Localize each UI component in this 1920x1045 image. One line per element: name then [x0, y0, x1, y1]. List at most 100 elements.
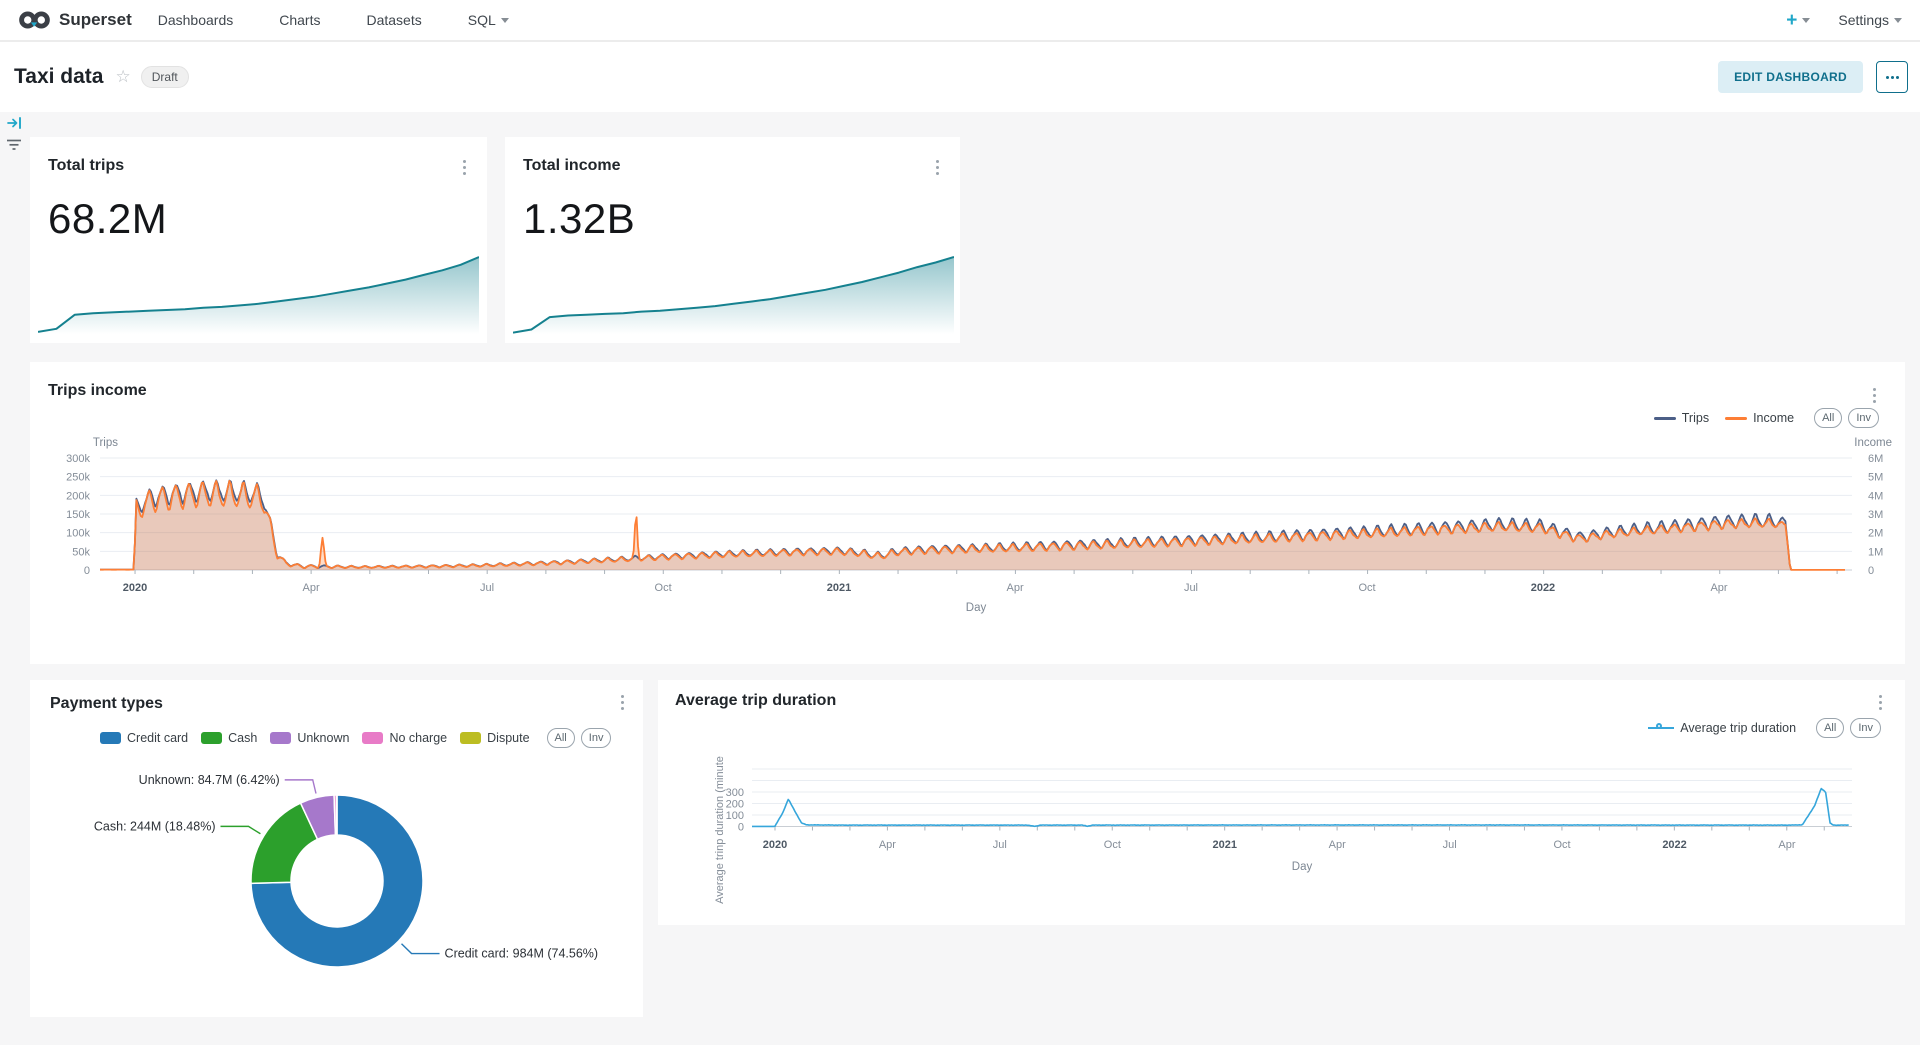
- legend-item-trips[interactable]: Trips: [1653, 411, 1709, 425]
- svg-text:Cash: 244M (18.48%): Cash: 244M (18.48%): [94, 819, 216, 833]
- brand-name: Superset: [59, 10, 132, 29]
- svg-text:2022: 2022: [1531, 582, 1555, 594]
- svg-text:2M: 2M: [1868, 528, 1883, 540]
- svg-text:150k: 150k: [66, 509, 90, 521]
- plus-icon: +: [1786, 9, 1798, 31]
- total-income-sparkline: [512, 249, 955, 346]
- nav-datasets[interactable]: Datasets: [366, 12, 422, 28]
- settings-menu[interactable]: Settings: [1838, 12, 1902, 28]
- chart-title: Total income: [523, 157, 621, 174]
- svg-text:Income: Income: [1854, 437, 1892, 449]
- legend-inv-button[interactable]: Inv: [1850, 718, 1881, 738]
- dispute-swatch: [460, 732, 482, 744]
- chart-menu-kebab-icon[interactable]: [1871, 386, 1878, 405]
- filter-icon[interactable]: [6, 138, 22, 152]
- page-title: Taxi data: [14, 65, 104, 88]
- card-total-income: Total income 1.32B: [505, 137, 960, 343]
- svg-text:Apr: Apr: [879, 839, 896, 851]
- svg-text:Jul: Jul: [480, 582, 494, 594]
- svg-text:0: 0: [84, 565, 90, 577]
- legend-inv-button[interactable]: Inv: [580, 728, 612, 748]
- avg-duration-swatch: [1648, 723, 1675, 729]
- chart-title: Trips income: [48, 382, 147, 399]
- nav-dashboards[interactable]: Dashboards: [157, 12, 234, 28]
- svg-text:100k: 100k: [66, 528, 90, 540]
- legend-item-credit-card[interactable]: Credit card: [100, 731, 188, 745]
- svg-text:2020: 2020: [123, 582, 147, 594]
- svg-text:250k: 250k: [66, 472, 90, 484]
- payment-legend: Credit card Cash Unknown No charge Dispu…: [100, 728, 612, 748]
- avg-duration-legend: Average trip duration All Inv: [1648, 718, 1881, 738]
- legend-item-income[interactable]: Income: [1725, 411, 1794, 425]
- svg-text:Jul: Jul: [993, 839, 1007, 851]
- edit-dashboard-button[interactable]: EDIT DASHBOARD: [1718, 61, 1863, 93]
- favorite-star-icon[interactable]: ☆: [115, 67, 131, 86]
- nav-items: Dashboards Charts Datasets SQL: [158, 12, 509, 28]
- nav-sql[interactable]: SQL: [468, 12, 509, 28]
- legend-item-dispute[interactable]: Dispute: [460, 731, 530, 745]
- legend-item-unknown[interactable]: Unknown: [270, 731, 349, 745]
- chart-menu-kebab-icon[interactable]: [934, 158, 941, 177]
- legend-item-cash[interactable]: Cash: [201, 731, 257, 745]
- svg-text:4M: 4M: [1868, 490, 1883, 502]
- unknown-swatch: [270, 732, 292, 744]
- card-total-trips: Total trips 68.2M: [30, 137, 487, 343]
- legend-inv-button[interactable]: Inv: [1848, 408, 1879, 428]
- svg-text:Oct: Oct: [1358, 582, 1375, 594]
- panel-trips-income: Trips income Trips Income All Inv 300k 6M 2…: [30, 362, 1905, 664]
- svg-text:6M: 6M: [1868, 453, 1883, 465]
- dashboard-header: Taxi data ☆ Draft EDIT DASHBOARD: [0, 42, 1920, 112]
- svg-text:3M: 3M: [1868, 509, 1883, 521]
- svg-text:Apr: Apr: [1007, 582, 1024, 594]
- chevron-down-icon: [1894, 17, 1902, 23]
- chart-title: Total trips: [48, 157, 125, 174]
- svg-text:Oct: Oct: [655, 582, 672, 594]
- chevron-down-icon: [500, 17, 509, 23]
- chart-menu-kebab-icon[interactable]: [461, 158, 468, 177]
- cash-swatch: [201, 732, 223, 744]
- svg-text:Credit card: 984M (74.56%): Credit card: 984M (74.56%): [445, 947, 599, 961]
- income-line-swatch: [1725, 416, 1748, 420]
- header-actions: EDIT DASHBOARD: [1718, 61, 1908, 93]
- superset-logo: [19, 11, 50, 29]
- svg-text:Oct: Oct: [1104, 839, 1121, 851]
- legend-all-button[interactable]: All: [1814, 408, 1843, 428]
- chevron-down-icon: [1802, 17, 1811, 23]
- dashboard-more-button[interactable]: [1876, 61, 1908, 93]
- svg-text:0: 0: [738, 822, 744, 834]
- big-number-value: 1.32B: [523, 195, 636, 242]
- credit-card-swatch: [100, 732, 121, 744]
- big-number-value: 68.2M: [48, 195, 168, 242]
- nav-charts[interactable]: Charts: [279, 12, 321, 28]
- no-charge-swatch: [362, 732, 384, 744]
- svg-text:200k: 200k: [66, 490, 90, 502]
- svg-text:Trips: Trips: [93, 437, 118, 449]
- svg-text:2022: 2022: [1662, 839, 1686, 851]
- chart-title: Payment types: [50, 695, 163, 712]
- svg-text:Day: Day: [1292, 861, 1313, 873]
- svg-text:200: 200: [726, 799, 744, 811]
- chart-title: Average trip duration: [675, 692, 837, 709]
- status-badge: Draft: [140, 66, 189, 88]
- svg-text:2020: 2020: [763, 839, 787, 851]
- new-item-menu[interactable]: +: [1786, 9, 1811, 31]
- svg-text:Unknown: 84.7M (6.42%): Unknown: 84.7M (6.42%): [139, 773, 280, 787]
- svg-text:Jul: Jul: [1443, 839, 1457, 851]
- legend-all-button[interactable]: All: [1816, 718, 1845, 738]
- payment-donut-chart: Credit card: 984M (74.56%) Cash: 244M (18…: [30, 735, 643, 1022]
- legend-item-no-charge[interactable]: No charge: [362, 731, 447, 745]
- svg-text:Apr: Apr: [1778, 839, 1795, 851]
- svg-text:2021: 2021: [1213, 839, 1237, 851]
- legend-item-avg-duration[interactable]: Average trip duration: [1648, 721, 1796, 735]
- svg-text:50k: 50k: [72, 546, 90, 558]
- superset-brand[interactable]: Superset: [18, 10, 132, 30]
- expand-filter-bar-icon[interactable]: [7, 115, 23, 131]
- svg-text:Average trinp duration (minute: Average trinp duration (minute: [714, 756, 726, 904]
- legend-all-button[interactable]: All: [546, 728, 575, 748]
- chart-menu-kebab-icon[interactable]: [1877, 693, 1884, 712]
- svg-text:5M: 5M: [1868, 472, 1883, 484]
- avg-duration-marker: [1656, 723, 1663, 729]
- panel-payment-types: Payment types Credit card Cash Unknown N…: [30, 680, 643, 1017]
- svg-text:Oct: Oct: [1553, 839, 1570, 851]
- chart-menu-kebab-icon[interactable]: [619, 693, 626, 712]
